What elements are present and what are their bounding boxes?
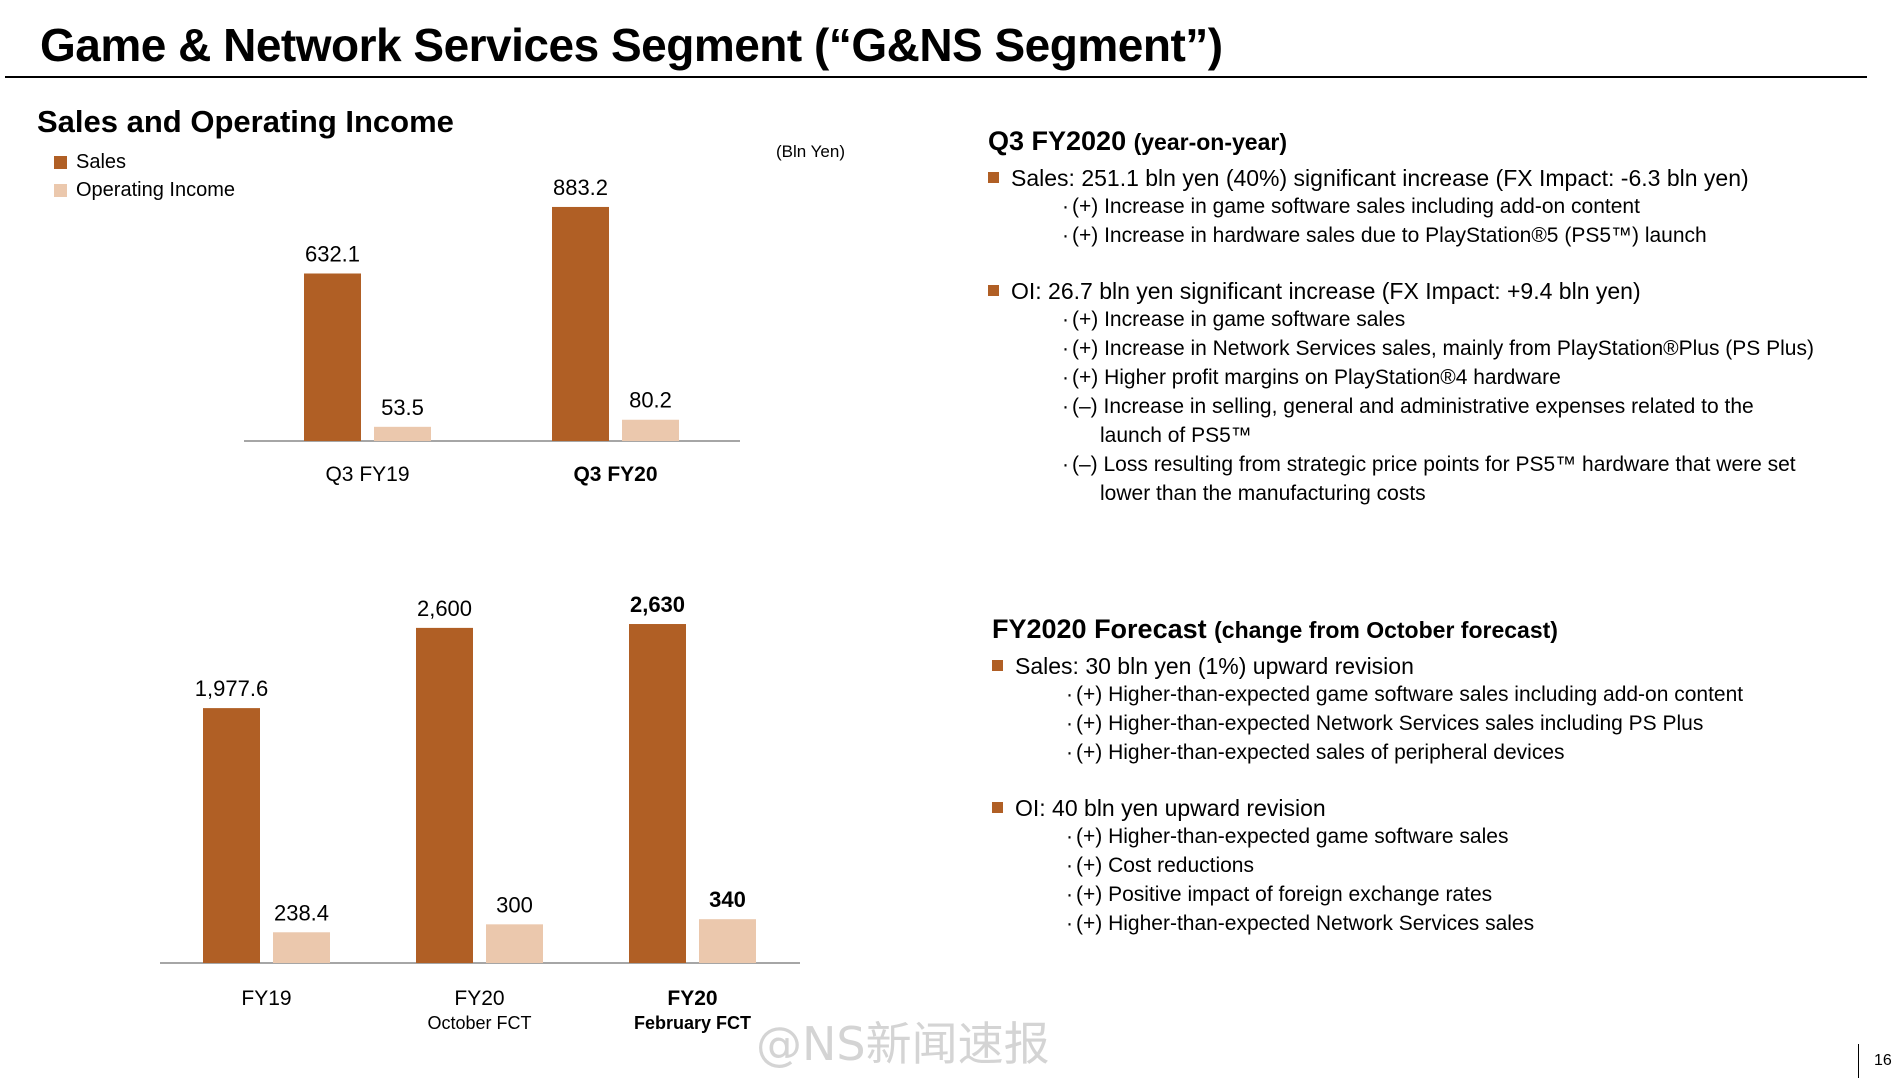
data-label: 1,977.6 [195, 676, 268, 701]
data-label: 883.2 [553, 175, 608, 200]
chart-section-heading: Sales and Operating Income [37, 104, 454, 139]
data-label: 2,600 [417, 596, 472, 621]
detail-item: · (+) Higher profit margins on PlayStatio… [1062, 366, 1561, 389]
q3-oi-text: OI: 26.7 bln yen significant increase (F… [1011, 278, 1641, 304]
bar-sales [304, 273, 361, 441]
legend-item-sales: Sales [54, 148, 235, 176]
square-bullet-icon [988, 172, 999, 183]
data-label: 53.5 [381, 395, 424, 420]
watermark: @NS新闻速报 [756, 1017, 1050, 1071]
category-label: FY20 [454, 987, 504, 1010]
legend-swatch-operating-income [54, 183, 67, 197]
legend-label-sales: Sales [76, 150, 127, 173]
detail-item: · (+) Higher-than-expected game software … [1066, 825, 1509, 848]
forecast-heading-main: FY2020 Forecast [992, 614, 1207, 644]
bar-operating-income [622, 419, 679, 441]
q3-commentary: Q3 FY2020 (year-on-year) Sales: 251.1 bl… [988, 126, 1888, 508]
annual-bar-chart: 1,977.6 238.4 FY19 2,600 300 FY20 October FCT 2… [160, 592, 800, 1033]
forecast-heading-sub: (change from October forecast) [1214, 617, 1558, 643]
legend-item-operating-income: Operating Income [54, 176, 235, 204]
title-divider [5, 76, 1867, 78]
data-label: 632.1 [305, 241, 360, 266]
forecast-oi-bullet: OI: 40 bln yen upward revision [992, 795, 1892, 822]
data-label: 340 [709, 887, 746, 912]
detail-item: · (+) Cost reductions [1066, 854, 1254, 877]
q3-sales-text: Sales: 251.1 bln yen (40%) significant i… [1011, 165, 1749, 191]
bar-operating-income [486, 924, 543, 963]
category-label: Q3 FY20 [573, 463, 657, 486]
q3-oi-bullet: OI: 26.7 bln yen significant increase (F… [988, 278, 1888, 305]
q3-heading-main: Q3 FY2020 [988, 126, 1127, 156]
chart-legend: Sales Operating Income [54, 148, 235, 204]
detail-item: · (+) Increase in Network Services sales,… [1062, 337, 1814, 360]
bar-operating-income [374, 426, 431, 441]
detail-item: · (–) Loss resulting from strategic price… [1062, 453, 1796, 476]
data-label: 238.4 [274, 900, 329, 925]
detail-item: · (+) Increase in hardware sales due to P… [1062, 224, 1707, 247]
bar-sales [203, 708, 260, 963]
bar-operating-income [699, 919, 756, 963]
unit-label: (Bln Yen) [776, 142, 845, 161]
q3-heading-sub: (year-on-year) [1133, 129, 1287, 155]
category-sublabel: October FCT [427, 1013, 531, 1033]
bar-sales [552, 206, 609, 441]
forecast-sales-bullet: Sales: 30 bln yen (1%) upward revision [992, 653, 1892, 680]
forecast-sales-text: Sales: 30 bln yen (1%) upward revision [1015, 653, 1414, 679]
category-label: FY19 [241, 987, 291, 1010]
bar-sales [629, 624, 686, 963]
square-bullet-icon [988, 285, 999, 296]
q3-heading: Q3 FY2020 (year-on-year) [988, 126, 1888, 157]
data-label: 80.2 [629, 388, 672, 413]
detail-item: · (+) Higher-than-expected Network Servic… [1066, 912, 1535, 935]
quarterly-bar-chart: 632.1 53.5 Q3 FY19 883.2 80.2 Q3 FY20 [244, 175, 740, 486]
page-number-divider [1858, 1044, 1859, 1078]
category-label: Q3 FY19 [325, 463, 409, 486]
detail-item: · (+) Increase in game software sales inc… [1062, 195, 1640, 218]
detail-item-continued: lower than the manufacturing costs [1100, 482, 1426, 505]
legend-label-operating-income: Operating Income [76, 178, 235, 201]
square-bullet-icon [992, 660, 1003, 671]
detail-item: · (+) Higher-than-expected Network Servic… [1066, 712, 1704, 735]
category-sublabel: February FCT [634, 1013, 751, 1033]
legend-swatch-sales [54, 155, 67, 169]
forecast-oi-text: OI: 40 bln yen upward revision [1015, 795, 1326, 821]
forecast-commentary: FY2020 Forecast (change from October for… [992, 614, 1892, 938]
detail-item-continued: launch of PS5™ [1100, 424, 1252, 447]
bar-sales [416, 627, 473, 963]
detail-item: · (+) Increase in game software sales [1062, 308, 1406, 331]
data-label: 300 [496, 892, 533, 917]
forecast-heading: FY2020 Forecast (change from October for… [992, 614, 1892, 645]
category-label: FY20 [667, 987, 717, 1010]
q3-sales-bullet: Sales: 251.1 bln yen (40%) significant i… [988, 165, 1888, 192]
detail-item: · (+) Higher-than-expected sales of perip… [1066, 741, 1565, 764]
detail-item: · (+) Higher-than-expected game software … [1066, 683, 1744, 706]
slide-title: Game & Network Services Segment (“G&NS S… [40, 19, 1223, 71]
data-label: 2,630 [630, 592, 685, 617]
detail-item: · (–) Increase in selling, general and ad… [1062, 395, 1754, 418]
detail-item: · (+) Positive impact of foreign exchange… [1066, 883, 1493, 906]
page-number: 16 [1874, 1052, 1892, 1069]
bar-operating-income [273, 932, 330, 963]
square-bullet-icon [992, 802, 1003, 813]
